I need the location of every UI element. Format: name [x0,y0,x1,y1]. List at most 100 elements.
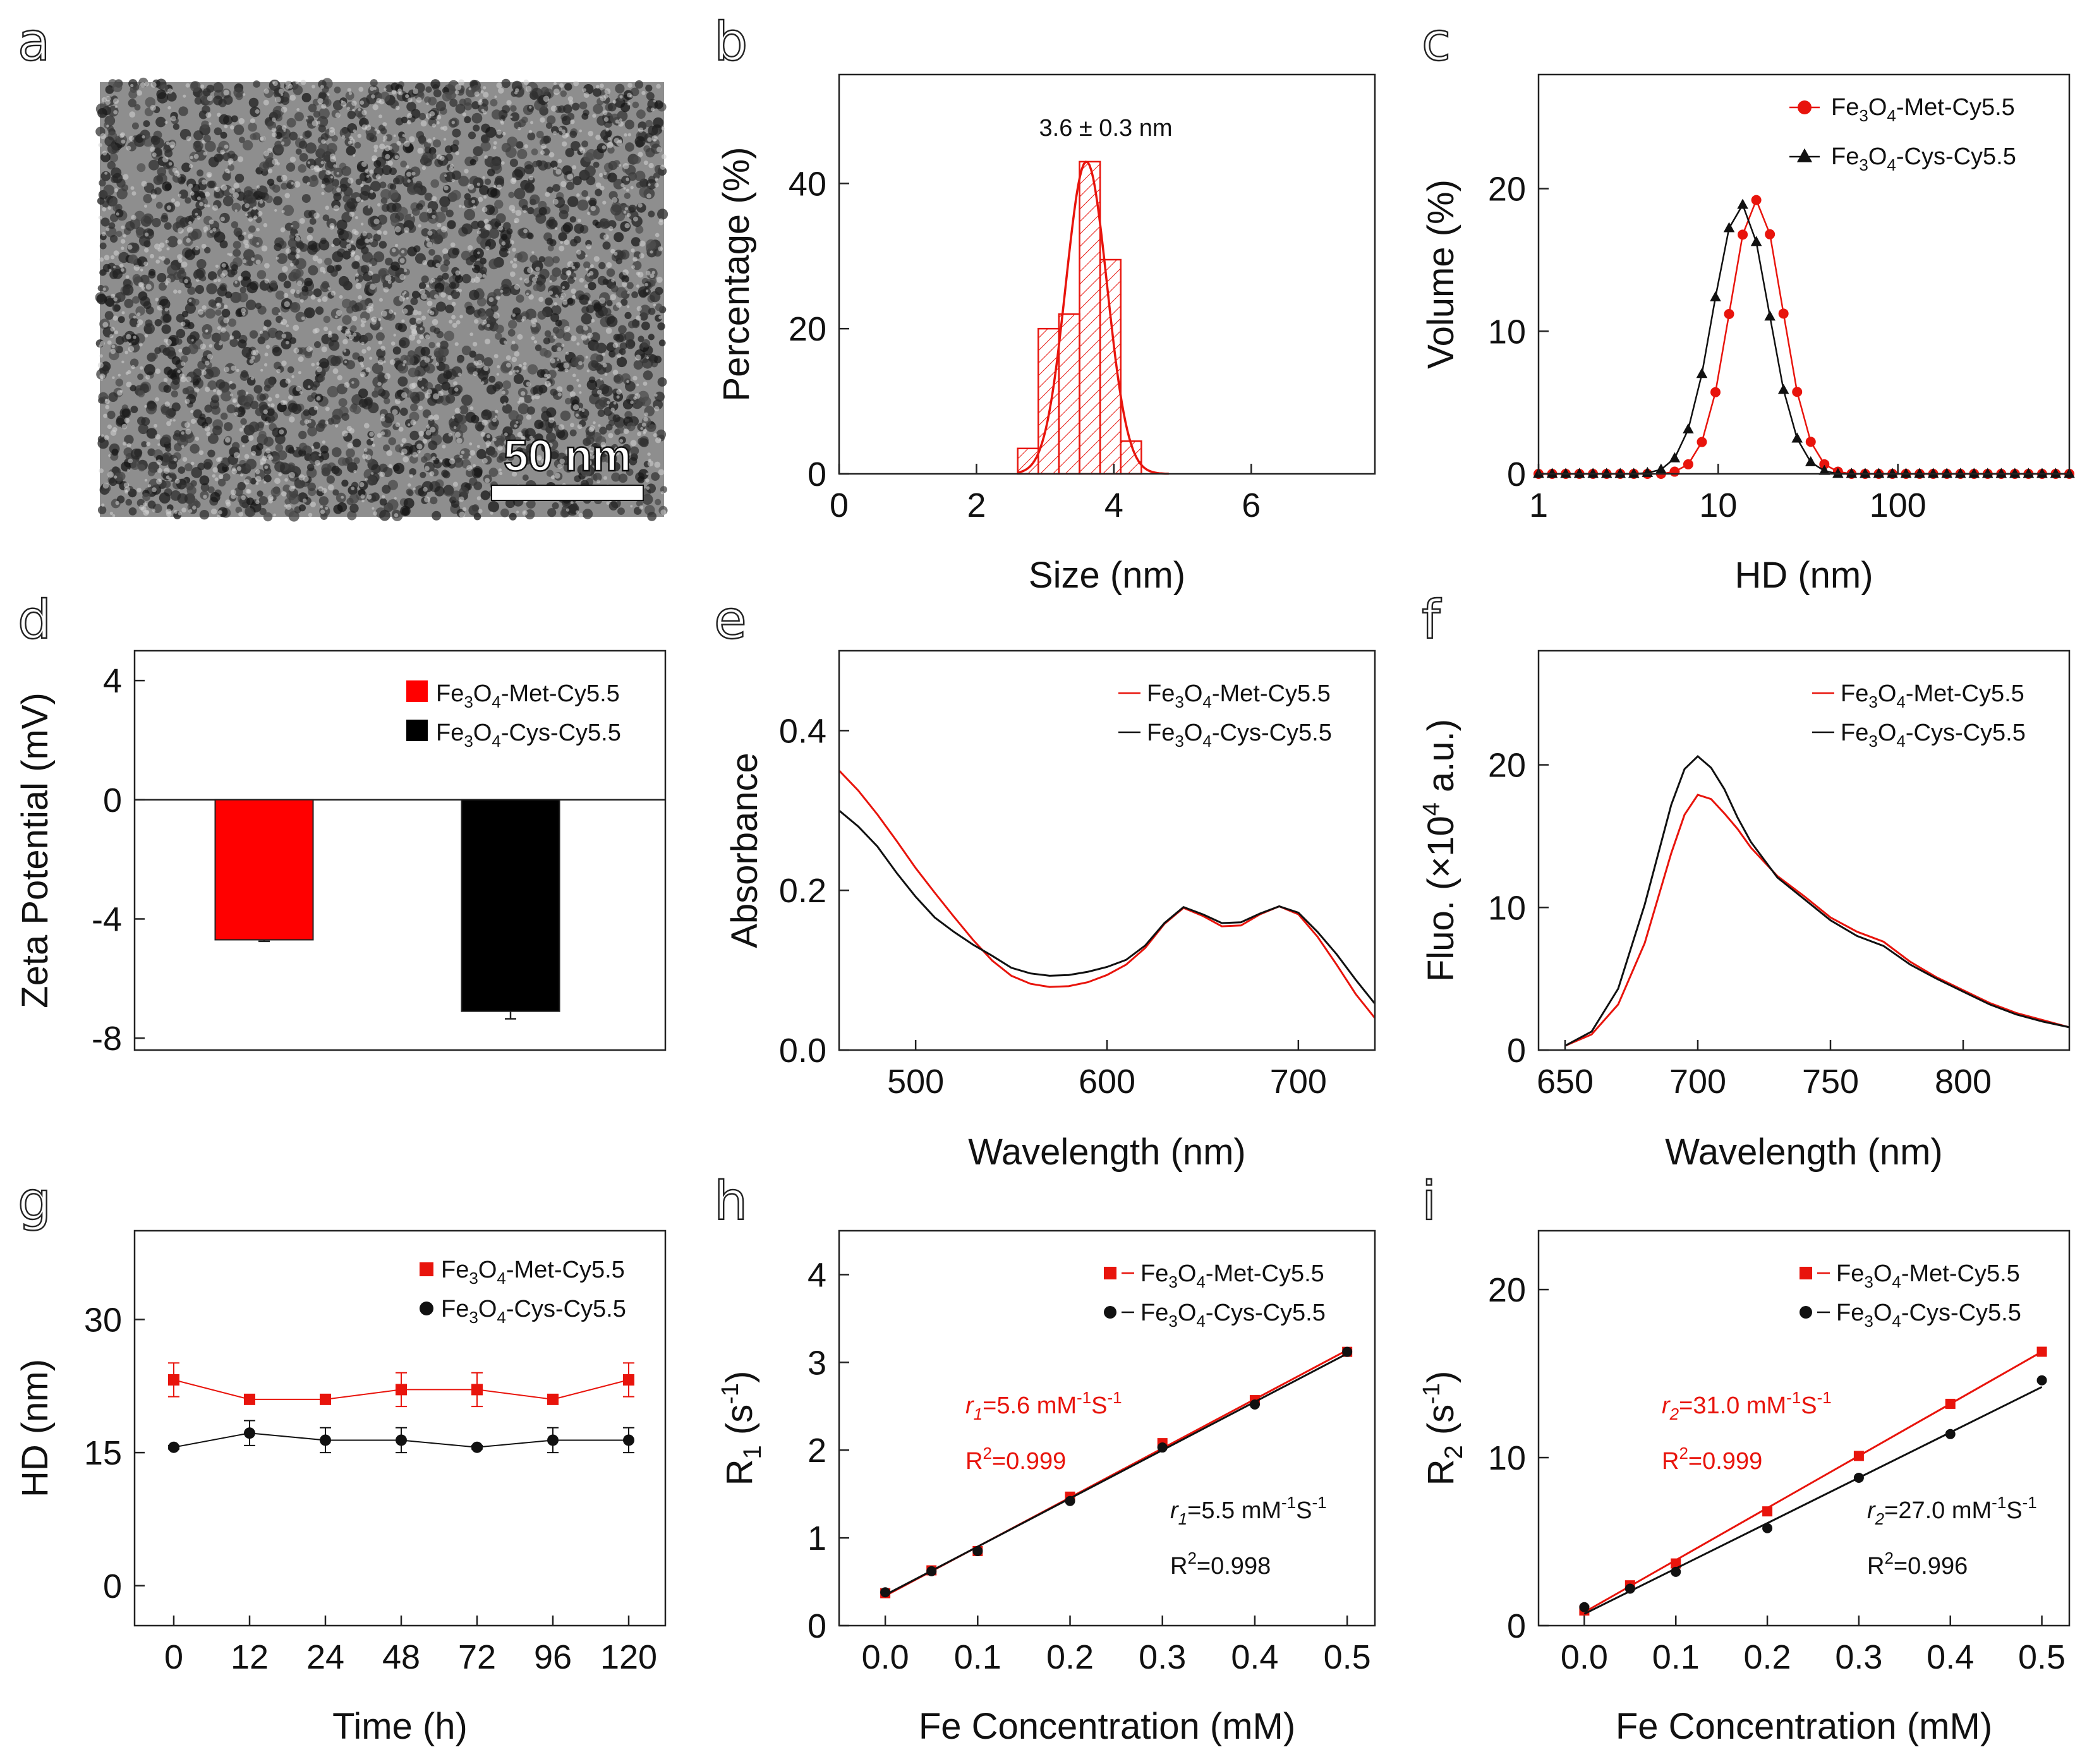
nanoparticle [151,353,158,359]
nanoparticle [430,152,437,160]
nanoparticle [385,134,393,142]
background-speck [570,501,574,505]
background-speck [261,245,268,252]
background-speck [406,165,409,169]
background-speck [592,114,596,118]
background-speck [535,275,538,279]
nanoparticle [490,159,502,171]
background-speck [394,497,397,500]
nanoparticle [469,176,480,186]
nanoparticle [480,134,490,143]
nanoparticle [541,443,550,453]
nanoparticle [593,161,600,168]
background-speck [333,205,339,212]
background-speck [298,356,304,362]
nanoparticle [227,164,234,171]
background-speck [212,474,216,478]
background-speck [342,430,348,437]
y-axis-title: Absorbance [724,752,765,948]
background-speck [459,205,462,208]
x-tick-label: 750 [1802,1063,1859,1101]
nanoparticle [327,385,339,397]
background-speck [377,203,381,207]
background-speck [207,95,213,102]
nanoparticle [574,262,581,269]
series-point [2036,468,2048,478]
nanoparticle [532,385,543,396]
background-speck [420,120,427,127]
nanoparticle [560,410,571,421]
nanoparticle [137,373,144,380]
background-speck [263,88,269,94]
background-speck [383,135,388,140]
nanoparticle [581,466,591,477]
background-speck [557,392,562,397]
background-speck [300,80,306,85]
nanoparticle [539,347,548,357]
nanoparticle [411,207,420,216]
background-speck [410,420,416,426]
series-point [1968,468,1980,478]
background-speck [648,183,651,186]
nanoparticle [308,265,318,275]
nanoparticle [207,449,215,457]
background-speck [564,368,569,373]
nanoparticle [495,324,504,334]
nanoparticle [397,207,408,217]
nanoparticle [155,202,163,209]
nanoparticle [349,493,359,504]
nanoparticle [411,396,418,403]
background-speck [510,240,514,245]
background-speck [181,261,188,268]
nanoparticle [579,101,588,110]
nanoparticle [380,189,392,200]
background-speck [327,287,330,290]
background-speck [250,118,255,124]
background-speck [114,105,118,108]
nanoparticle [171,356,181,365]
background-speck [514,424,517,428]
background-speck [327,333,332,338]
background-speck [658,315,662,320]
background-speck [353,469,357,473]
background-speck [514,284,520,290]
background-speck [348,178,354,184]
nanoparticle [231,221,239,229]
background-speck [587,211,591,215]
background-speck [181,361,186,366]
nanoparticle [439,196,451,207]
background-speck [485,339,490,344]
nanoparticle [231,264,238,272]
background-speck [506,100,512,106]
background-speck [508,371,513,375]
background-speck [323,326,329,332]
series-point [1624,1583,1635,1594]
nanoparticle [634,80,644,89]
background-speck [559,458,565,464]
size-annotation: 3.6 ± 0.3 nm [1039,115,1173,142]
nanoparticle [414,187,421,195]
nanoparticle [641,321,650,330]
background-speck [498,468,502,472]
nanoparticle [325,160,336,172]
r-squared-annotation: R2=0.999 [1662,1444,1762,1475]
background-speck [548,417,552,420]
y-tick-label: 20 [1488,171,1526,208]
background-speck [478,100,483,106]
background-speck [281,491,287,497]
background-speck [650,273,655,279]
nanoparticle [112,269,123,279]
nanoparticle [257,185,268,197]
background-speck [99,257,104,262]
nanoparticle [206,283,217,294]
nanoparticle [411,291,420,299]
background-speck [529,435,533,440]
background-speck [524,144,528,148]
background-speck [661,126,665,131]
x-tick-label: 120 [600,1638,657,1676]
background-speck [119,133,124,138]
nanoparticle [135,134,144,143]
background-speck [280,227,286,233]
background-speck [535,267,540,272]
background-speck [110,349,116,354]
